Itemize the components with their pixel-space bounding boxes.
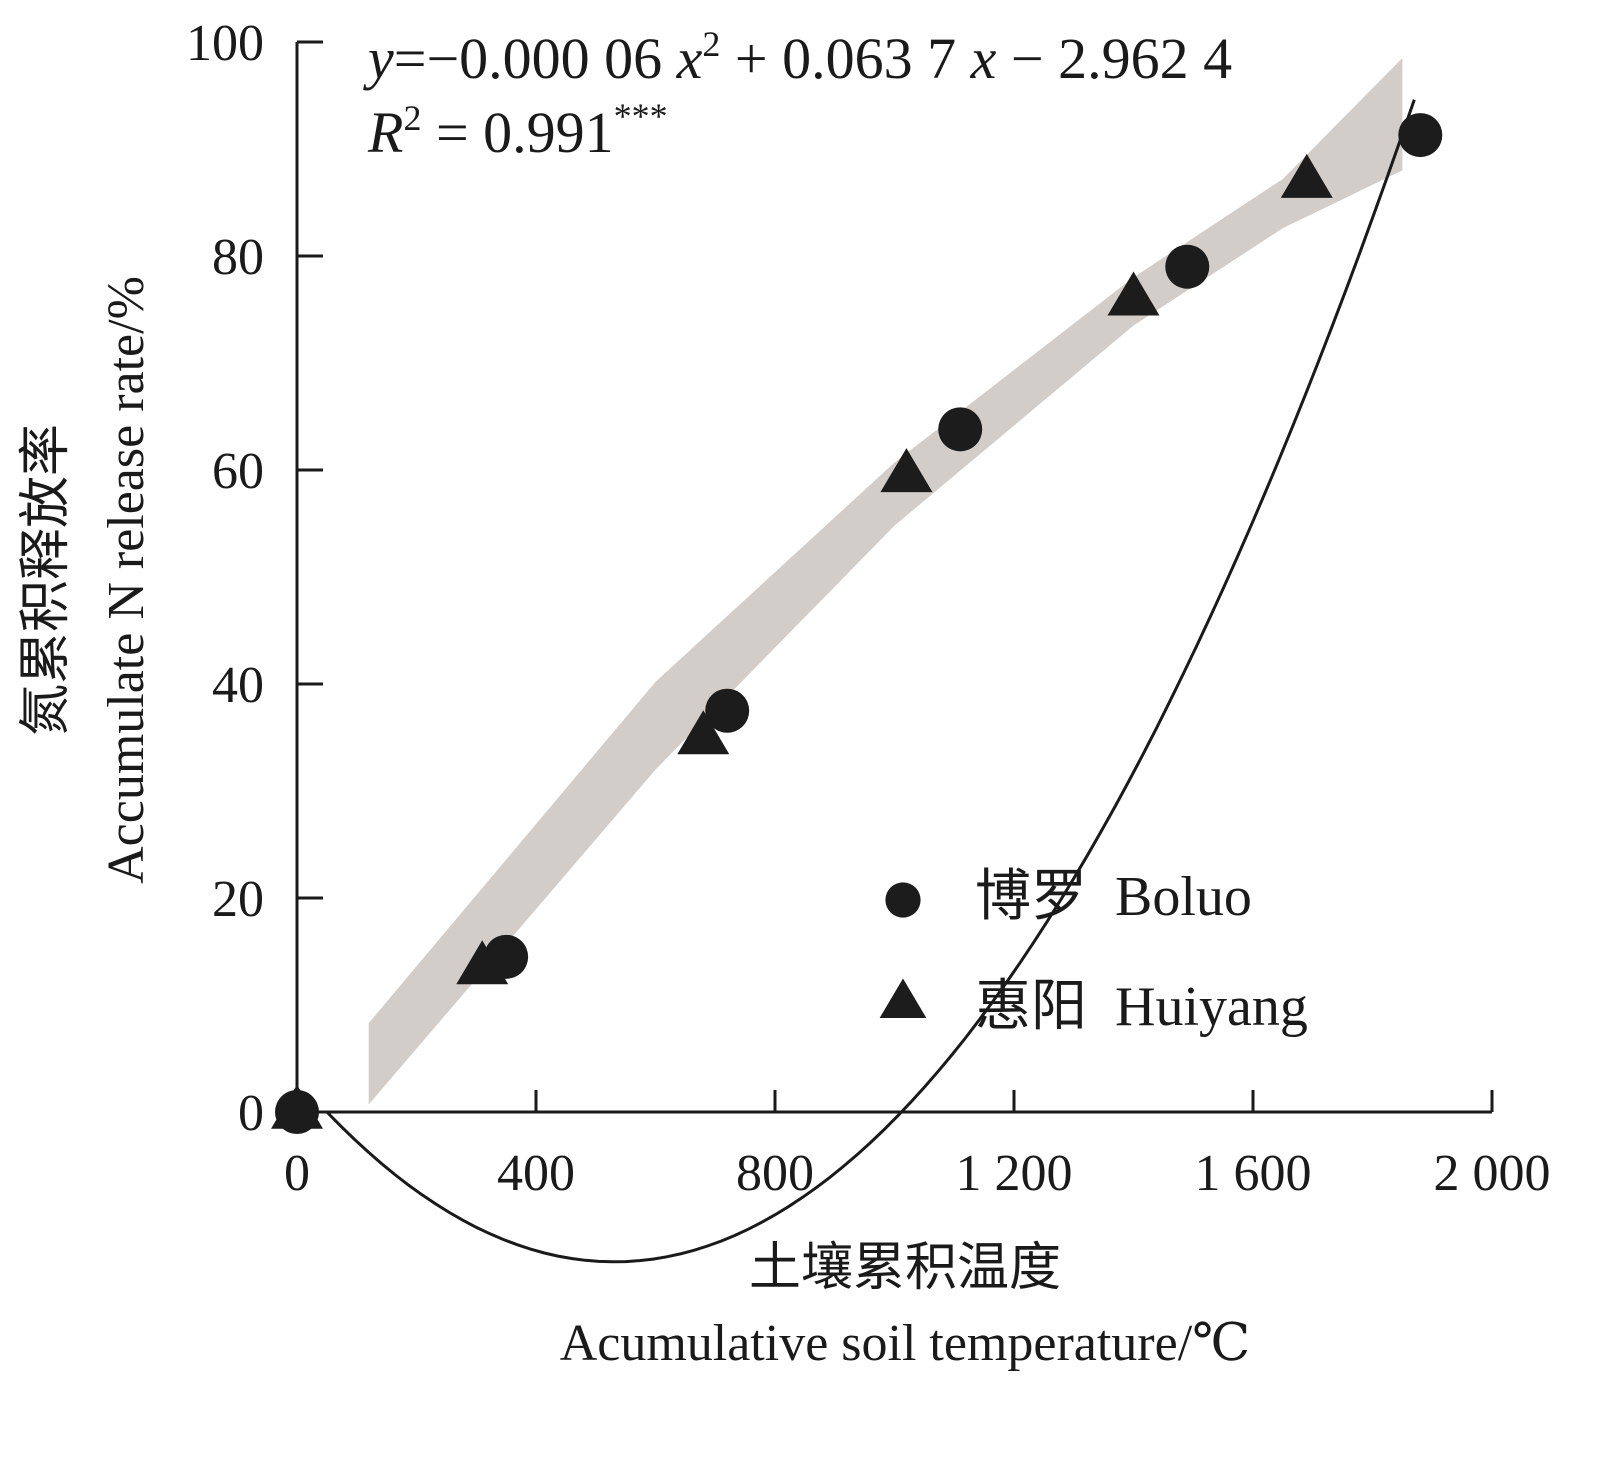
x-tick-label-1: 400 — [497, 1145, 575, 1202]
y-tick-label-1: 20 — [212, 871, 264, 928]
x-tick-label-0: 0 — [284, 1145, 310, 1202]
x-axis-title-cn: 土壤累积温度 — [749, 1240, 1061, 1297]
point-boluo-3 — [938, 407, 983, 452]
point-huiyang-4 — [1107, 271, 1160, 316]
y-tick-label-2: 40 — [212, 657, 264, 714]
legend-triangle-icon — [879, 978, 927, 1019]
axes: 0 400 800 1 200 1 600 2 000 0 20 40 60 80 100 — [186, 15, 1551, 1202]
x-tick-label-2: 800 — [736, 1145, 814, 1202]
legend: 博罗 Boluo 惠阳 Huiyang — [879, 866, 1308, 1038]
y-axis-title-cn: 氮累积释放率 — [18, 424, 75, 736]
y-tick-label-5: 100 — [186, 15, 264, 72]
confidence-band-layer — [368, 58, 1403, 1105]
point-boluo-5 — [1398, 113, 1443, 158]
confidence-band — [368, 58, 1403, 1105]
point-huiyang-1 — [456, 940, 509, 985]
fit-line — [325, 99, 1416, 1264]
r-squared-label: R2 = 0.991*** — [367, 96, 668, 165]
legend-label-boluo: 博罗 Boluo — [975, 866, 1252, 928]
x-tick-label-4: 1 600 — [1195, 1145, 1312, 1202]
point-huiyang-3 — [880, 448, 933, 493]
x-tick-label-5: 2 000 — [1434, 1145, 1551, 1202]
y-axis-title-en: Accumulate N release rate/% — [98, 276, 155, 884]
x-ticks: 0 400 800 1 200 1 600 2 000 — [284, 1090, 1551, 1202]
legend-label-huiyang: 惠阳 Huiyang — [975, 976, 1308, 1038]
fit-line-layer — [325, 99, 1416, 1264]
point-huiyang-2 — [677, 710, 730, 755]
y-tick-label-3: 60 — [212, 443, 264, 500]
legend-marker-boluo — [885, 882, 921, 918]
x-axis-title-en: Acumulative soil temperature/℃ — [560, 1315, 1251, 1372]
fit-equation: y=−0.000 06 x2 + 0.063 7 x − 2.962 4 — [363, 24, 1232, 91]
point-huiyang-5 — [1280, 153, 1333, 198]
point-boluo-4 — [1165, 244, 1210, 289]
y-ticks: 0 20 40 60 80 100 — [186, 15, 323, 1142]
point-boluo-2 — [705, 688, 750, 733]
legend-circle-icon — [885, 882, 921, 918]
point-huiyang-0 — [271, 1084, 323, 1129]
data-points — [271, 113, 1443, 1134]
y-tick-label-0: 0 — [238, 1085, 264, 1142]
y-tick-label-4: 80 — [212, 229, 264, 286]
legend-marker-huiyang — [879, 978, 927, 1019]
x-tick-label-3: 1 200 — [956, 1145, 1073, 1202]
